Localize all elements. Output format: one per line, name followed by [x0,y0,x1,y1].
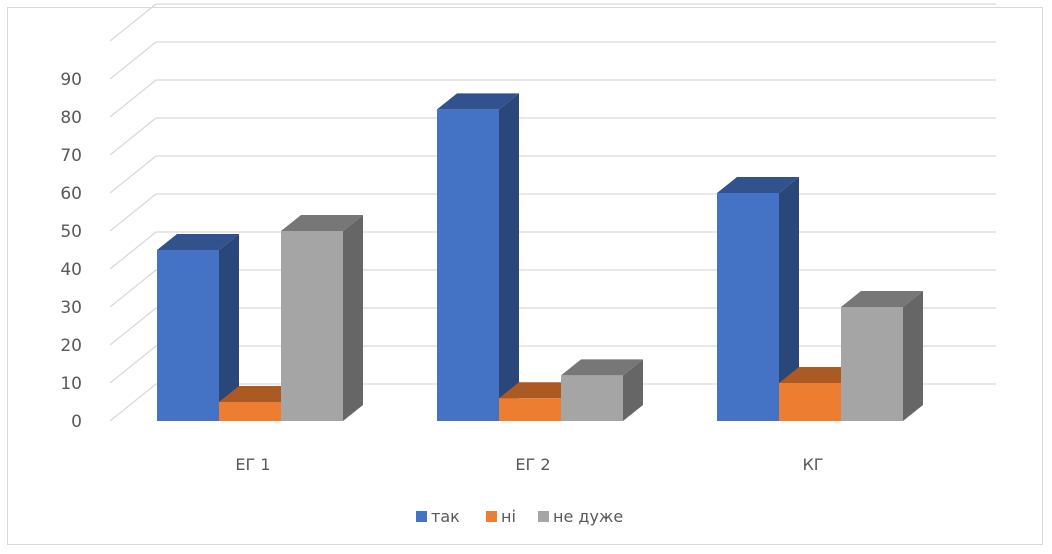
y-tick-label: 60 [60,184,82,204]
bar [281,215,363,421]
bar-front [561,375,623,421]
bar [437,93,519,422]
bar [561,359,643,421]
bar-side [219,234,239,421]
bar-top [779,367,861,383]
gridline-depth [109,155,157,194]
legend-swatch [416,511,427,522]
bar-front [281,231,343,421]
gridline-depth [109,79,157,118]
bar [841,291,923,421]
bar-front [779,383,841,421]
y-tick-label: 40 [60,260,82,280]
gridline-depth [109,41,157,80]
x-category-label: ЕГ 2 [515,455,550,474]
legend-item: так [416,507,460,526]
legend-label: так [431,507,460,526]
bar-front [437,109,499,422]
legend-label: не дуже [553,507,623,526]
bar-top [717,177,799,193]
legend-item: не дуже [538,507,623,526]
bar-front [841,307,903,421]
y-tick-label: 70 [60,146,82,166]
y-tick-label: 80 [60,108,82,128]
gridline-depth [109,269,157,308]
gridline-depth [109,231,157,270]
bar-side [903,291,923,421]
bar-side [499,93,519,422]
gridline-depth [109,383,157,422]
bar-side [779,177,799,421]
bar-top [841,291,923,307]
y-tick-label: 30 [60,298,82,318]
bar [157,234,239,421]
gridline-depth [109,345,157,384]
gridline-depth [109,307,157,346]
legend-label: ні [501,507,516,526]
bar-top [561,359,643,376]
legend-item: ні [486,507,516,526]
y-tick-label: 20 [60,336,82,356]
bar-top [281,215,363,231]
x-category-label: КГ [802,455,823,474]
legend-swatch [538,511,549,522]
y-tick-label: 90 [60,70,82,90]
bar-front [157,250,219,421]
y-tick-label: 0 [71,412,82,432]
gridline-depth [109,117,157,156]
bar-front [219,402,281,421]
y-tick-label: 50 [60,222,82,242]
x-category-label: ЕГ 1 [235,455,270,474]
bar-top [219,386,301,402]
y-tick-label: 10 [60,374,82,394]
bar-top [437,93,519,110]
bar-top [157,234,239,250]
legend-swatch [486,511,497,522]
bar-top [499,382,581,399]
gridline-depth [109,3,157,42]
bar [717,177,799,421]
gridline-depth [109,193,157,232]
bar-side [343,215,363,421]
bar-front [499,398,561,421]
bar-side [623,359,643,421]
bar-front [717,193,779,421]
